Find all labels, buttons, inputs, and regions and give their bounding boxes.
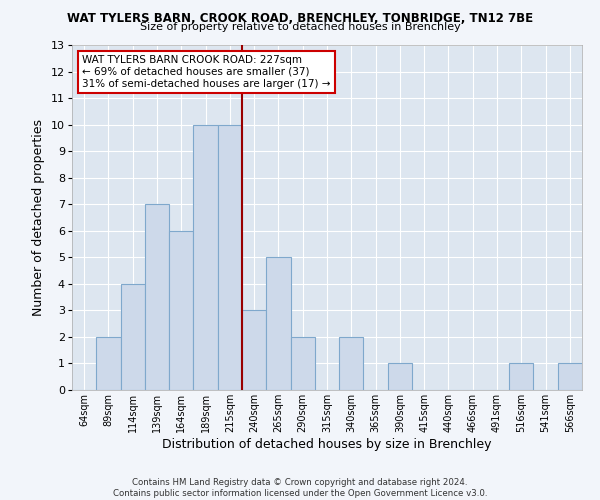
Bar: [558, 364, 582, 390]
Text: WAT TYLERS BARN CROOK ROAD: 227sqm
← 69% of detached houses are smaller (37)
31%: WAT TYLERS BARN CROOK ROAD: 227sqm ← 69%…: [82, 56, 331, 88]
Text: WAT TYLERS BARN, CROOK ROAD, BRENCHLEY, TONBRIDGE, TN12 7BE: WAT TYLERS BARN, CROOK ROAD, BRENCHLEY, …: [67, 12, 533, 26]
Bar: [218, 124, 242, 390]
Bar: [509, 364, 533, 390]
Bar: [193, 124, 218, 390]
Bar: [266, 258, 290, 390]
Bar: [169, 231, 193, 390]
Bar: [242, 310, 266, 390]
Bar: [290, 337, 315, 390]
Bar: [121, 284, 145, 390]
Bar: [339, 337, 364, 390]
Bar: [96, 337, 121, 390]
X-axis label: Distribution of detached houses by size in Brenchley: Distribution of detached houses by size …: [162, 438, 492, 450]
Bar: [388, 364, 412, 390]
Text: Contains HM Land Registry data © Crown copyright and database right 2024.
Contai: Contains HM Land Registry data © Crown c…: [113, 478, 487, 498]
Y-axis label: Number of detached properties: Number of detached properties: [32, 119, 46, 316]
Bar: [145, 204, 169, 390]
Text: Size of property relative to detached houses in Brenchley: Size of property relative to detached ho…: [140, 22, 460, 32]
